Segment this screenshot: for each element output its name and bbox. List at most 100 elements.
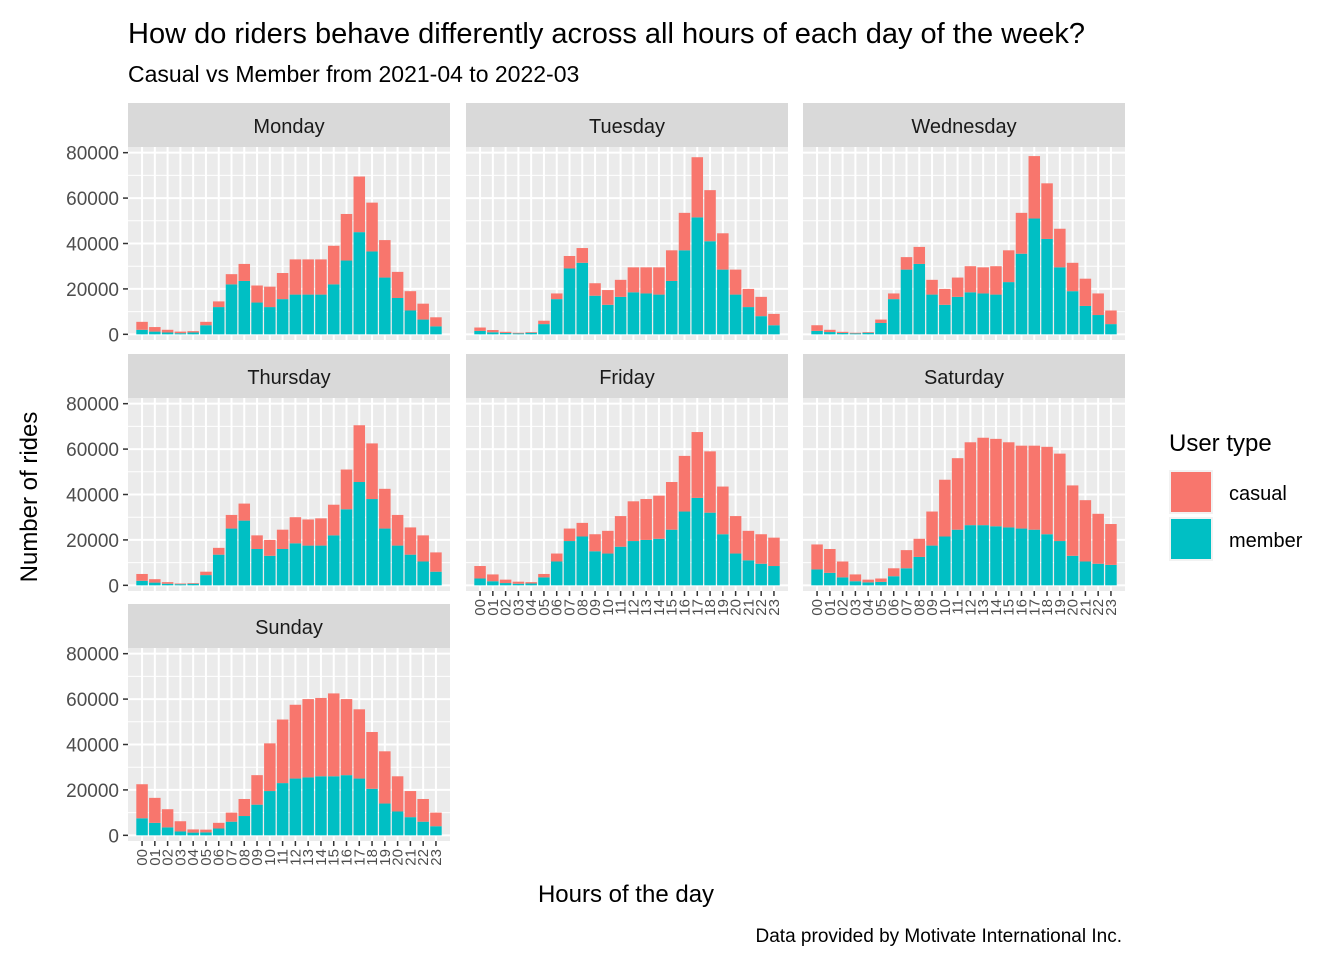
- bar-casual-13: [977, 437, 989, 526]
- bar-member-02: [161, 583, 174, 586]
- bar-member-06: [887, 299, 900, 335]
- bar-member-16: [1015, 253, 1028, 335]
- bar-casual-13: [302, 519, 314, 546]
- bar-casual-09: [251, 535, 263, 549]
- bar-member-11: [614, 546, 627, 586]
- bar-member-13: [640, 293, 652, 335]
- bar-casual-04: [525, 582, 537, 584]
- bar-member-14: [315, 545, 327, 586]
- bar-member-04: [187, 332, 199, 335]
- x-tick-label: 11: [275, 849, 292, 865]
- x-tick-label: 18: [702, 599, 719, 616]
- bar-member-11: [951, 529, 964, 586]
- bar-casual-07: [225, 514, 238, 529]
- bar-casual-03: [174, 331, 187, 334]
- x-tick-label: 16: [1014, 599, 1031, 616]
- bar-member-19: [379, 528, 391, 586]
- x-tick-label: 03: [172, 849, 189, 866]
- bar-member-09: [251, 548, 263, 586]
- bar-member-18: [704, 512, 716, 586]
- bar-casual-05: [538, 320, 550, 325]
- x-tick-label: 09: [249, 849, 266, 866]
- bar-casual-21: [404, 791, 417, 818]
- bar-member-21: [404, 817, 417, 836]
- bar-member-13: [640, 539, 652, 586]
- x-tick-label: 20: [390, 849, 407, 866]
- bar-member-01: [824, 332, 836, 335]
- bar-casual-09: [926, 511, 938, 546]
- bar-casual-21: [1079, 500, 1092, 562]
- bar-casual-12: [964, 442, 977, 526]
- bar-casual-22: [1092, 293, 1104, 316]
- bar-member-20: [729, 553, 742, 586]
- bar-member-18: [1041, 534, 1053, 586]
- bar-member-03: [849, 581, 862, 586]
- bar-casual-02: [499, 579, 512, 584]
- x-tick-label: 14: [313, 849, 330, 866]
- bar-casual-07: [900, 550, 913, 569]
- x-tick-label: 18: [364, 849, 381, 866]
- bar-member-04: [862, 582, 874, 586]
- bar-casual-07: [563, 255, 576, 269]
- bar-member-08: [238, 520, 251, 586]
- bar-casual-08: [576, 248, 589, 263]
- bar-member-05: [875, 322, 887, 335]
- bar-casual-06: [550, 553, 563, 562]
- bar-member-18: [704, 241, 716, 335]
- y-tick-label: 40000: [66, 736, 119, 757]
- bar-member-05: [538, 324, 550, 335]
- bar-member-01: [149, 582, 161, 586]
- facet-strip: [466, 103, 788, 147]
- x-tick-label: 22: [415, 849, 432, 866]
- bar-member-12: [289, 294, 302, 335]
- bar-casual-16: [1015, 445, 1028, 529]
- bar-casual-00: [136, 573, 148, 581]
- bar-member-03: [849, 333, 862, 335]
- bar-casual-17: [353, 709, 366, 779]
- bar-member-22: [417, 821, 429, 836]
- x-tick-label: 00: [134, 849, 151, 866]
- bar-member-16: [340, 260, 353, 335]
- bar-member-05: [200, 575, 212, 586]
- y-tick-label: 60000: [66, 440, 119, 461]
- x-tick-label: 01: [147, 849, 164, 866]
- bar-member-07: [225, 528, 238, 586]
- bar-casual-15: [327, 504, 340, 536]
- bar-casual-22: [1092, 513, 1104, 564]
- legend-label-member: member: [1229, 530, 1303, 552]
- bar-casual-01: [149, 327, 161, 332]
- bar-member-03: [512, 333, 525, 335]
- x-tick-label: 13: [638, 599, 655, 616]
- bar-member-00: [474, 330, 486, 335]
- bar-casual-13: [977, 267, 989, 294]
- bar-member-11: [614, 296, 627, 335]
- bar-casual-17: [1028, 156, 1041, 219]
- x-tick-label: 12: [625, 599, 642, 616]
- facet-panel-friday: Friday 0001020304050607080910111213141516…: [466, 354, 788, 616]
- bar-casual-19: [1054, 228, 1066, 268]
- bar-member-01: [824, 572, 836, 586]
- bar-casual-16: [340, 699, 353, 776]
- facet-strip: [128, 103, 450, 147]
- legend-title: User type: [1169, 430, 1272, 457]
- x-tick-label: 07: [562, 599, 579, 616]
- bar-member-14: [315, 776, 327, 836]
- x-tick-label: 05: [198, 849, 215, 866]
- bar-member-08: [238, 280, 251, 335]
- bar-casual-03: [849, 574, 862, 582]
- y-tick-label: 0: [108, 826, 119, 847]
- bar-casual-06: [212, 822, 225, 829]
- facet-panel-tuesday: Tuesday: [466, 103, 788, 340]
- bar-casual-10: [264, 286, 276, 308]
- facet-strip-label: Sunday: [255, 617, 323, 639]
- x-tick-label: 19: [1052, 599, 1069, 616]
- bar-casual-20: [391, 514, 404, 546]
- y-tick-label: 80000: [66, 645, 119, 666]
- bar-member-22: [755, 563, 767, 586]
- facet-strip-label: Wednesday: [911, 116, 1016, 138]
- bar-member-16: [1015, 528, 1028, 586]
- bar-member-08: [576, 262, 589, 335]
- y-tick-label: 60000: [66, 189, 119, 210]
- bar-member-17: [353, 482, 366, 586]
- facet-panel-monday: Monday 0 20000 40000 60000 80000: [66, 103, 450, 346]
